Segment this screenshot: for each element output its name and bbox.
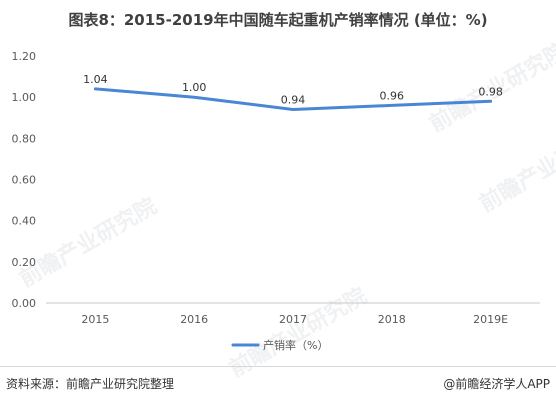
brand-credit: @前瞻经济学人APP (443, 377, 550, 391)
data-label: 0.96 (380, 89, 405, 102)
y-tick-label: 1.00 (12, 91, 37, 104)
x-tick-label: 2015 (81, 313, 109, 326)
x-tick-label: 2017 (279, 313, 307, 326)
y-tick-label: 0.00 (12, 297, 37, 310)
legend-label: 产销率（%） (263, 338, 328, 352)
y-tick-label: 0.20 (12, 256, 37, 269)
series-line (93, 87, 493, 111)
footer: 资料来源：前瞻产业研究院整理 @前瞻经济学人APP (0, 366, 556, 403)
data-label: 1.00 (182, 81, 207, 94)
y-tick-label: 0.40 (12, 215, 37, 228)
data-label: 1.04 (83, 73, 108, 86)
data-label: 0.98 (478, 85, 503, 98)
chart-title: 图表8：2015-2019年中国随车起重机产销率情况 (单位：%) (68, 11, 488, 29)
y-tick-label: 0.60 (12, 174, 37, 187)
y-tick-label: 0.80 (12, 132, 37, 145)
data-label: 0.94 (281, 94, 306, 107)
source-note: 资料来源：前瞻产业研究院整理 (6, 377, 175, 391)
x-tick-label: 2016 (180, 313, 208, 326)
x-tick-label: 2019E (473, 313, 508, 326)
y-tick-label: 1.20 (12, 50, 37, 63)
x-tick-label: 2018 (378, 313, 406, 326)
